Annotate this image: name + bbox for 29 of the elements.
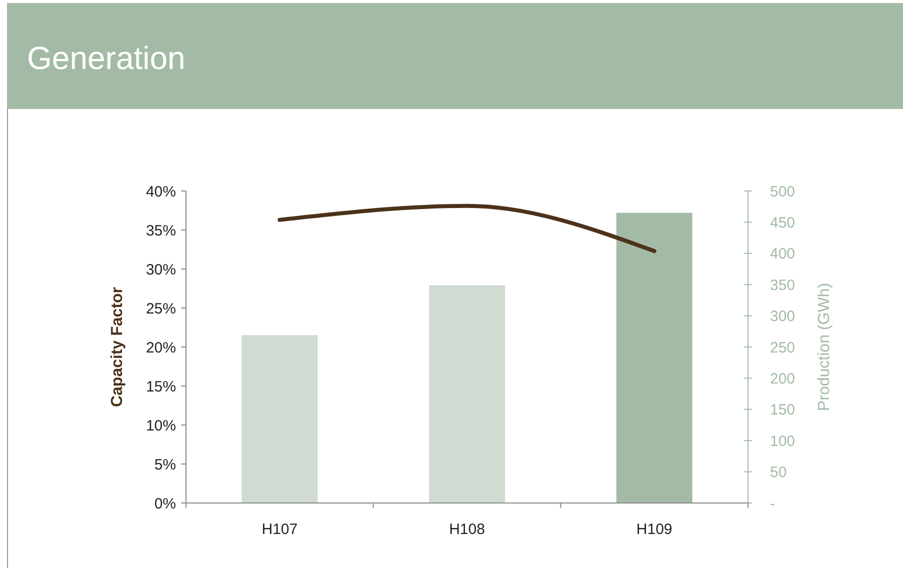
bar bbox=[616, 212, 692, 503]
y-tick-label: 35% bbox=[146, 222, 176, 240]
y2-tick-label: 350 bbox=[770, 276, 796, 294]
x-tick-label: H107 bbox=[262, 521, 298, 538]
x-tick-label: H109 bbox=[636, 521, 672, 538]
y2-tick-label: 50 bbox=[770, 464, 787, 482]
y-tick-label: 15% bbox=[146, 378, 176, 396]
y2-tick-label: 250 bbox=[770, 339, 796, 356]
y2-tick-label: 100 bbox=[770, 432, 796, 450]
y-tick-label: 0% bbox=[154, 495, 176, 512]
y-tick-label: 25% bbox=[146, 300, 176, 318]
y-tick-label: 10% bbox=[146, 417, 176, 434]
x-tick-label: H108 bbox=[449, 521, 485, 538]
y-tick-label: 5% bbox=[154, 456, 176, 474]
y-tick-label: 20% bbox=[146, 339, 176, 356]
y2-tick-label: 200 bbox=[770, 370, 796, 388]
y2-tick-label: 150 bbox=[770, 402, 796, 419]
y2-tick-label: - bbox=[770, 495, 775, 512]
y-axis-title: Capacity Factor bbox=[109, 286, 126, 408]
y2-tick-label: 400 bbox=[770, 246, 796, 263]
y2-tick-label: 500 bbox=[770, 183, 796, 200]
y2-tick-label: 450 bbox=[770, 214, 796, 232]
bar bbox=[429, 285, 505, 503]
y2-tick-label: 300 bbox=[770, 308, 796, 326]
y-tick-label: 40% bbox=[146, 183, 176, 200]
chart-title: Generation bbox=[27, 40, 186, 76]
y-tick-label: 30% bbox=[146, 261, 176, 278]
bar bbox=[242, 335, 318, 503]
y2-axis-title: Production (GWh) bbox=[816, 282, 833, 412]
